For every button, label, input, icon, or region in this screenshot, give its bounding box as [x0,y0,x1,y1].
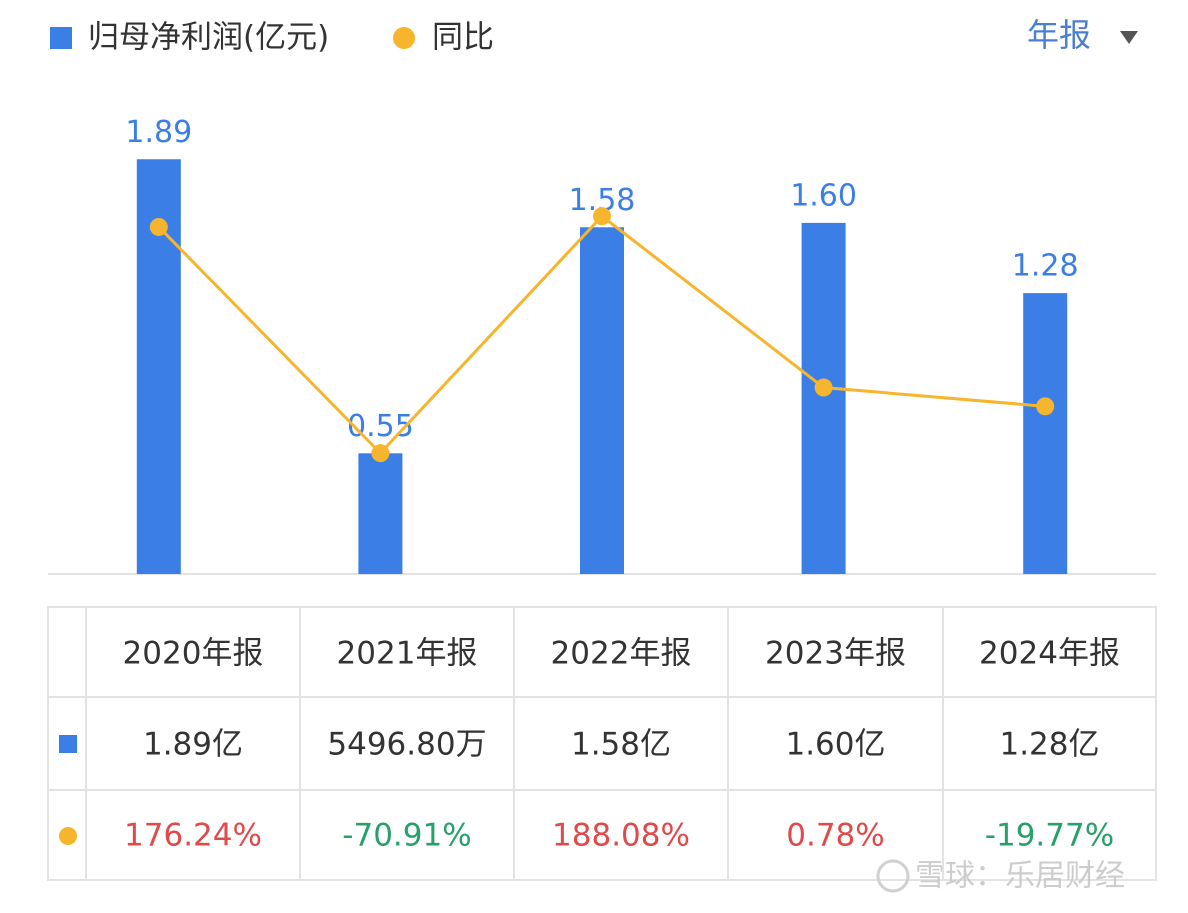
line-marker [593,207,611,226]
bar [580,227,624,574]
line-marker [814,378,833,397]
table-cell: 1.89亿 [143,727,243,763]
column-header: 2020年报 [123,636,264,672]
legend-swatch [50,27,72,49]
row-icon [59,735,77,753]
table-cell: 1.60亿 [785,727,885,763]
column-header: 2023年报 [765,636,906,672]
bar [1023,293,1068,574]
table-cell: 176.24% [124,818,262,854]
line-marker [1036,397,1055,416]
watermark: 雪球：乐居财经 [915,859,1125,894]
dropdown-arrow[interactable] [1120,31,1138,44]
period-selector[interactable]: 年报 [1027,16,1091,54]
data-label: 1.89 [125,115,192,150]
legend-label: 同比 [432,20,494,56]
legend-swatch [393,27,415,49]
table-cell: 188.08% [552,818,690,854]
table-cell: 1.28亿 [999,727,1099,763]
line-marker [371,444,390,463]
bar [358,453,403,574]
data-label: 1.60 [790,178,857,213]
table-cell: 5496.80万 [327,727,486,763]
column-header: 2022年报 [551,636,692,672]
table-cell: 0.78% [786,818,884,854]
row-icon [59,827,77,845]
data-label: 1.28 [1012,249,1079,284]
watermark-logo [876,859,910,893]
column-header: 2021年报 [337,636,478,672]
table-cell: -19.77% [985,818,1114,854]
data-label: 0.55 [347,409,414,444]
table-cell: -70.91% [342,818,471,854]
column-header: 2024年报 [979,636,1120,672]
bar [801,222,846,574]
line-marker [149,217,168,236]
legend-label: 归母净利润(亿元) [88,20,329,56]
table-cell: 1.58亿 [571,727,671,763]
